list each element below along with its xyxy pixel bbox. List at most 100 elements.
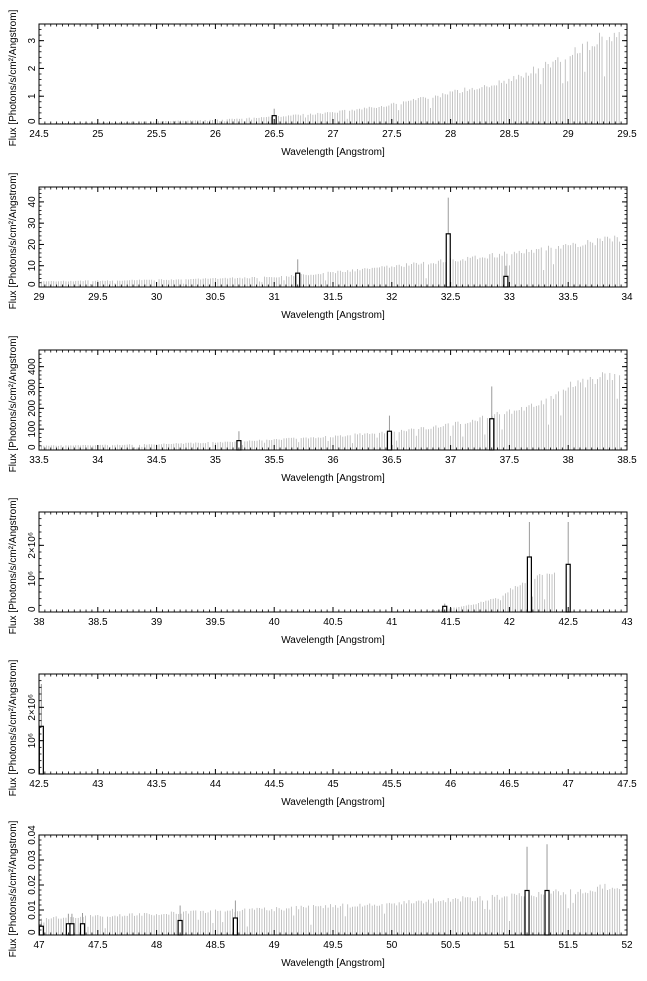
data-bar <box>544 889 550 936</box>
x-tick-label: 48.5 <box>206 940 226 951</box>
data-bar <box>38 925 44 936</box>
x-tick-label: 42 <box>504 617 516 628</box>
y-tick-label: 2 <box>27 65 38 71</box>
x-tick-label: 39 <box>151 617 163 628</box>
x-tick-label: 41 <box>386 617 398 628</box>
x-tick-label: 38 <box>33 617 45 628</box>
x-tick-label: 43 <box>621 617 633 628</box>
x-tick-label: 47 <box>563 779 575 790</box>
x-tick-label: 38.5 <box>617 455 637 466</box>
y-tick-label: 10⁶ <box>27 571 38 586</box>
y-tick-label: 20 <box>27 238 38 250</box>
x-tick-label: 35.5 <box>264 455 284 466</box>
x-axis-label: Wavelength [Angstrom] <box>281 473 385 484</box>
x-tick-label: 38.5 <box>88 617 108 628</box>
grey-bar-group <box>38 372 621 450</box>
x-tick-label: 34 <box>621 292 633 303</box>
x-tick-label: 30 <box>151 292 163 303</box>
x-tick-label: 27 <box>327 129 339 140</box>
x-tick-label: 26 <box>210 129 222 140</box>
x-tick-label: 47.5 <box>617 779 637 790</box>
x-tick-label: 26.5 <box>264 129 284 140</box>
x-tick-label: 29.5 <box>617 129 637 140</box>
x-axis-label: Wavelength [Angstrom] <box>281 310 385 321</box>
x-tick-label: 50 <box>386 940 398 951</box>
y-tick-label: 40 <box>27 196 38 208</box>
y-tick-label: 0.04 <box>27 825 38 845</box>
x-tick-label: 45 <box>327 779 339 790</box>
x-tick-label: 37 <box>445 455 457 466</box>
x-tick-label: 29 <box>563 129 575 140</box>
x-tick-label: 38 <box>563 455 575 466</box>
y-tick-label: 200 <box>27 400 38 417</box>
data-bar <box>489 418 495 451</box>
x-tick-label: 50.5 <box>441 940 461 951</box>
x-tick-label: 40.5 <box>323 617 343 628</box>
x-tick-label: 44 <box>210 779 222 790</box>
y-tick-label: 0.01 <box>27 900 38 920</box>
x-tick-label: 42.5 <box>29 779 49 790</box>
x-tick-label: 29 <box>33 292 45 303</box>
x-tick-label: 24.5 <box>29 129 49 140</box>
y-tick-label: 300 <box>27 379 38 396</box>
y-tick-label: 10⁶ <box>27 733 38 748</box>
y-tick-label: 0 <box>27 118 38 124</box>
plot-frame <box>38 673 628 775</box>
x-tick-label: 43 <box>92 779 104 790</box>
x-tick-label: 49 <box>269 940 281 951</box>
y-axis-label: Flux [Photons/s/cm²/Angstrom] <box>8 820 19 957</box>
data-bar <box>79 923 86 936</box>
plot-frame <box>38 23 628 125</box>
x-tick-label: 51.5 <box>558 940 578 951</box>
grey-bar-group <box>38 883 621 935</box>
x-tick-label: 28 <box>445 129 457 140</box>
x-tick-label: 42.5 <box>558 617 578 628</box>
data-bar <box>38 725 44 775</box>
y-axis-label: Flux [Photons/s/cm²/Angstrom] <box>8 9 19 146</box>
y-axis-label: Flux [Photons/s/cm²/Angstrom] <box>8 172 19 309</box>
y-axis-label: Flux [Photons/s/cm²/Angstrom] <box>8 497 19 634</box>
y-tick-label: 2×10⁶ <box>27 532 38 559</box>
data-bar <box>526 556 532 613</box>
x-tick-label: 46 <box>445 779 457 790</box>
y-tick-label: 30 <box>27 217 38 229</box>
y-tick-label: 0 <box>27 606 38 612</box>
x-tick-label: 30.5 <box>206 292 226 303</box>
x-tick-label: 28.5 <box>500 129 520 140</box>
x-tick-label: 31.5 <box>323 292 343 303</box>
y-tick-label: 10 <box>27 260 38 272</box>
spectrum-panel-1: 24.5 25 25.5 26 26.5 27 27.5 28 28.5 29 29.5 0 1 2 3 Wa… <box>8 9 637 158</box>
x-tick-label: 41.5 <box>441 617 461 628</box>
y-tick-label: 0 <box>27 768 38 774</box>
x-tick-label: 34.5 <box>147 455 167 466</box>
x-tick-label: 29.5 <box>88 292 108 303</box>
grey-bar-group <box>426 572 555 612</box>
x-tick-label: 48 <box>151 940 163 951</box>
y-tick-label: 100 <box>27 420 38 437</box>
x-axis-label: Wavelength [Angstrom] <box>281 147 385 158</box>
y-tick-label: 0 <box>27 929 38 935</box>
x-tick-label: 47.5 <box>88 940 108 951</box>
x-axis-label: Wavelength [Angstrom] <box>281 797 385 808</box>
x-tick-label: 31 <box>269 292 281 303</box>
y-tick-label: 0.02 <box>27 875 38 895</box>
data-bar <box>69 923 75 936</box>
grey-bar-group <box>38 235 621 287</box>
spectrum-panel-5: 42.5 43 43.5 44 44.5 45 45.5 46 46.5 47 47.5 0 10⁶ 2×… <box>8 659 637 808</box>
x-tick-label: 35 <box>210 455 222 466</box>
x-tick-label: 32 <box>386 292 398 303</box>
spectrum-panel-3: 33.5 34 34.5 35 35.5 36 36.5 37 37.5 38 38.5 0 100 20… <box>8 335 637 484</box>
spectrum-panel-2: 29 29.5 30 30.5 31 31.5 32 32.5 33 33.5 34 0 10 20 30 4… <box>8 172 633 321</box>
x-tick-label: 33 <box>504 292 516 303</box>
x-tick-label: 44.5 <box>264 779 284 790</box>
y-tick-label: 0.03 <box>27 850 38 870</box>
x-tick-label: 49.5 <box>323 940 343 951</box>
x-tick-label: 40 <box>269 617 281 628</box>
x-tick-label: 46.5 <box>500 779 520 790</box>
data-bar <box>386 430 393 451</box>
data-bar <box>524 889 530 936</box>
x-tick-label: 52 <box>621 940 633 951</box>
x-tick-label: 39.5 <box>206 617 226 628</box>
y-tick-label: 0 <box>27 444 38 450</box>
